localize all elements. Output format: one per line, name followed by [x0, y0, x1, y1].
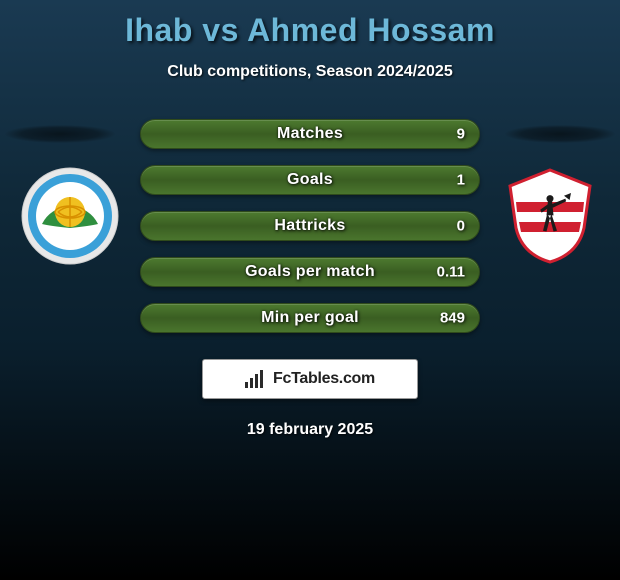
stats-list: Matches 9 Goals 1 Hattricks 0 Goals per … — [140, 119, 480, 349]
page-title: Ihab vs Ahmed Hossam — [0, 0, 620, 49]
player-shadow-right — [505, 125, 615, 143]
stat-label: Goals — [287, 171, 333, 189]
stat-right-value: 0.11 — [437, 264, 465, 281]
stat-label: Min per goal — [261, 309, 359, 327]
stat-right-value: 9 — [457, 126, 465, 143]
stat-label: Goals per match — [245, 263, 375, 281]
ismaily-badge-icon — [20, 166, 120, 266]
club-badge-right — [500, 166, 600, 266]
comparison-panel: Matches 9 Goals 1 Hattricks 0 Goals per … — [0, 111, 620, 351]
stat-row-hattricks: Hattricks 0 — [140, 211, 480, 241]
stat-label: Hattricks — [274, 217, 345, 235]
player-shadow-left — [5, 125, 115, 143]
chart-bars-icon — [245, 370, 267, 388]
brand-box: FcTables.com — [202, 359, 418, 399]
stat-row-matches: Matches 9 — [140, 119, 480, 149]
date-label: 19 february 2025 — [0, 421, 620, 439]
stat-row-min-per-goal: Min per goal 849 — [140, 303, 480, 333]
stat-right-value: 0 — [457, 218, 465, 235]
stat-right-value: 849 — [440, 310, 465, 327]
brand-label: FcTables.com — [273, 370, 375, 388]
stat-right-value: 1 — [457, 172, 465, 189]
subtitle: Club competitions, Season 2024/2025 — [0, 63, 620, 81]
club-badge-left — [20, 166, 120, 266]
stat-row-goals: Goals 1 — [140, 165, 480, 195]
stat-label: Matches — [277, 125, 343, 143]
stat-row-goals-per-match: Goals per match 0.11 — [140, 257, 480, 287]
zamalek-badge-icon — [500, 166, 600, 266]
